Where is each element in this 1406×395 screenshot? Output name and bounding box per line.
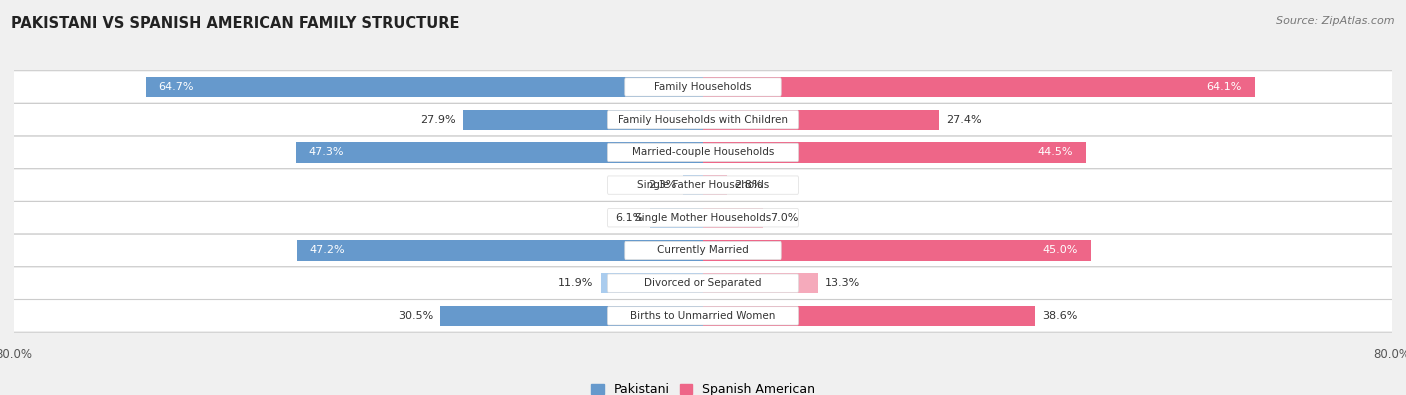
Text: PAKISTANI VS SPANISH AMERICAN FAMILY STRUCTURE: PAKISTANI VS SPANISH AMERICAN FAMILY STR… [11, 16, 460, 31]
FancyBboxPatch shape [624, 78, 782, 96]
Text: Single Mother Households: Single Mother Households [636, 213, 770, 223]
Bar [703, 175, 727, 195]
FancyBboxPatch shape [607, 274, 799, 292]
Bar [295, 142, 703, 163]
Bar [703, 273, 817, 293]
FancyBboxPatch shape [607, 111, 799, 129]
Text: 11.9%: 11.9% [558, 278, 593, 288]
Text: 2.8%: 2.8% [734, 180, 762, 190]
Text: 64.7%: 64.7% [159, 82, 194, 92]
Text: Births to Unmarried Women: Births to Unmarried Women [630, 311, 776, 321]
FancyBboxPatch shape [10, 299, 1396, 332]
Bar [703, 109, 939, 130]
FancyBboxPatch shape [607, 176, 799, 194]
Text: Married-couple Households: Married-couple Households [631, 147, 775, 158]
Bar [463, 109, 703, 130]
Text: 7.0%: 7.0% [770, 213, 799, 223]
Text: 2.3%: 2.3% [648, 180, 676, 190]
Text: 13.3%: 13.3% [824, 278, 859, 288]
Bar [440, 306, 703, 326]
FancyBboxPatch shape [607, 209, 799, 227]
Bar [683, 175, 703, 195]
Text: 45.0%: 45.0% [1042, 245, 1077, 256]
FancyBboxPatch shape [624, 241, 782, 260]
Text: 30.5%: 30.5% [398, 311, 433, 321]
Text: Family Households: Family Households [654, 82, 752, 92]
Text: 44.5%: 44.5% [1038, 147, 1073, 158]
Legend: Pakistani, Spanish American: Pakistani, Spanish American [588, 380, 818, 395]
FancyBboxPatch shape [10, 201, 1396, 234]
Text: 47.3%: 47.3% [308, 147, 344, 158]
Text: Currently Married: Currently Married [657, 245, 749, 256]
Bar [703, 142, 1087, 163]
FancyBboxPatch shape [10, 169, 1396, 201]
FancyBboxPatch shape [10, 267, 1396, 299]
Bar [703, 306, 1035, 326]
Text: Source: ZipAtlas.com: Source: ZipAtlas.com [1277, 16, 1395, 26]
Bar [703, 240, 1091, 261]
Text: 27.9%: 27.9% [420, 115, 456, 125]
Bar [146, 77, 703, 97]
Text: 27.4%: 27.4% [946, 115, 981, 125]
Bar [297, 240, 703, 261]
FancyBboxPatch shape [10, 71, 1396, 103]
Bar [703, 77, 1256, 97]
Text: 6.1%: 6.1% [616, 213, 644, 223]
Text: Single Father Households: Single Father Households [637, 180, 769, 190]
FancyBboxPatch shape [607, 307, 799, 325]
FancyBboxPatch shape [607, 143, 799, 162]
FancyBboxPatch shape [10, 103, 1396, 136]
Text: 38.6%: 38.6% [1042, 311, 1077, 321]
Text: 64.1%: 64.1% [1206, 82, 1241, 92]
Bar [703, 208, 763, 228]
FancyBboxPatch shape [10, 136, 1396, 169]
Bar [600, 273, 703, 293]
Text: Divorced or Separated: Divorced or Separated [644, 278, 762, 288]
FancyBboxPatch shape [10, 234, 1396, 267]
Text: 47.2%: 47.2% [309, 245, 344, 256]
Bar [651, 208, 703, 228]
Text: Family Households with Children: Family Households with Children [619, 115, 787, 125]
